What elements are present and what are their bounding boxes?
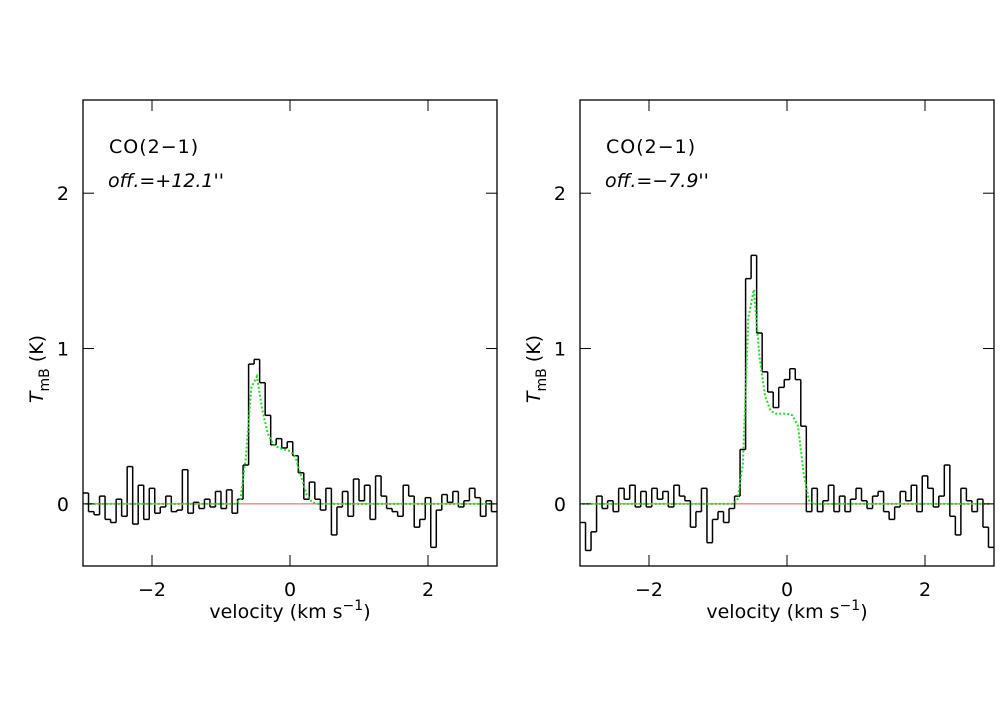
y-tick-label: 0 <box>554 494 566 516</box>
annotation-line: CO(2−1) <box>109 136 199 158</box>
x-label-sup: −1 <box>840 598 861 614</box>
y-axis-label: TmB (K) <box>26 335 53 403</box>
annotation-line: CO(2−1) <box>606 136 696 158</box>
y-label-sub: mB <box>37 368 53 391</box>
x-tick-label: 0 <box>284 579 296 601</box>
y-label-symbol: T <box>523 390 545 403</box>
y-label-unit: (K) <box>26 335 48 362</box>
x-label-text: velocity (km s <box>209 601 342 623</box>
y-tick-label: 2 <box>554 183 566 205</box>
x-axis-label: velocity (km s−1) <box>209 598 370 623</box>
panel: −2 0 2 0 1 2 CO(2−1) off.=−7.9'' velocity (km s−… <box>523 99 995 623</box>
fit-line <box>85 373 495 505</box>
annotation-offset: off.=+12.1'' <box>108 170 224 192</box>
y-axis-label: TmB (K) <box>523 335 550 403</box>
fit-line <box>582 289 992 505</box>
x-tick-label: −2 <box>138 579 166 601</box>
y-tick-label: 0 <box>57 494 69 516</box>
y-label-symbol: T <box>26 390 48 403</box>
y-tick-label: 1 <box>57 339 69 361</box>
panel: −2 0 2 0 1 2 CO(2−1) off.=+12.1'' velocity (km s… <box>26 99 498 623</box>
x-tick-label: 2 <box>919 579 931 601</box>
y-tick-label: 2 <box>57 183 69 205</box>
x-label-close: ) <box>860 601 867 623</box>
x-tick-label: 2 <box>422 579 434 601</box>
x-label-text: velocity (km s <box>706 601 839 623</box>
x-axis-label: velocity (km s−1) <box>706 598 867 623</box>
x-tick-label: 0 <box>781 579 793 601</box>
y-label-sub: mB <box>534 368 550 391</box>
x-label-close: ) <box>363 601 370 623</box>
x-tick-label: −2 <box>635 579 663 601</box>
y-tick-label: 1 <box>554 339 566 361</box>
x-label-sup: −1 <box>343 598 364 614</box>
annotation-offset: off.=−7.9'' <box>605 170 709 192</box>
y-label-unit: (K) <box>523 335 545 362</box>
